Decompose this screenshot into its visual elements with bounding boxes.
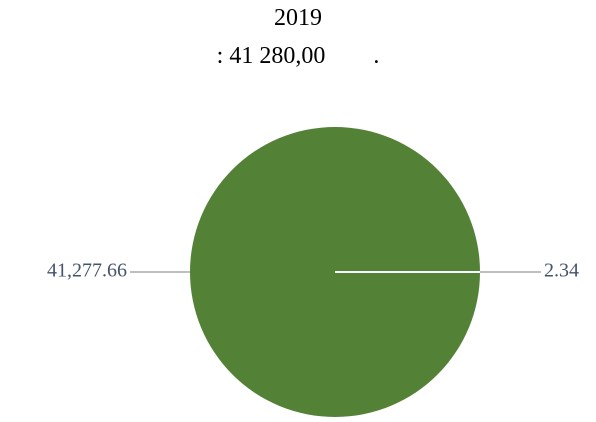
data-label-1: 2.34 <box>544 260 579 282</box>
data-label-0: 41,277.66 <box>47 260 127 282</box>
chart-title-line-1: 2019 <box>274 5 322 31</box>
chart-title-line-2: : 41 280,00 . <box>216 43 380 69</box>
